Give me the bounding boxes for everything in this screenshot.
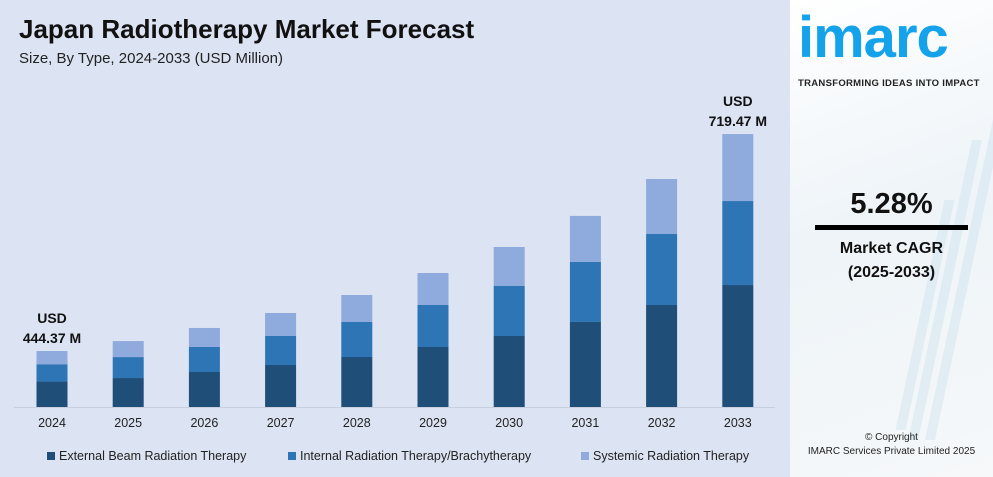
x-tick-label: 2033	[724, 416, 752, 430]
legend-item-external-beam: External Beam Radiation Therapy	[47, 449, 246, 463]
legend-swatch	[581, 452, 589, 460]
chart-subtitle: Size, By Type, 2024-2033 (USD Million)	[19, 50, 284, 67]
data-label-currency: USD	[723, 93, 753, 109]
bar-segment-2033-2	[722, 201, 754, 286]
bar-segment-2028-2	[341, 321, 373, 358]
x-tick-label: 2030	[495, 416, 523, 430]
legend-swatch	[47, 452, 55, 460]
bar-segment-2032-3	[646, 179, 678, 234]
bar-chart: 2024 2025 2026 2027 2028 2029 2030 2031 2032 2033…	[14, 93, 775, 430]
bar-segment-2032-1	[646, 304, 678, 407]
bar-segment-2031-2	[569, 261, 601, 322]
cagr-label: Market CAGR	[839, 240, 944, 257]
x-tick-label: 2029	[419, 416, 447, 430]
legend-label: External Beam Radiation Therapy	[59, 449, 247, 463]
bar-segment-2031-3	[569, 215, 601, 262]
bar-segment-2033-3	[722, 134, 754, 202]
bar-segment-2029-3	[417, 273, 449, 305]
x-tick-label: 2032	[648, 416, 676, 430]
background-decoration	[908, 140, 982, 440]
bar-segment-2027-3	[265, 312, 297, 336]
x-tick-label: 2027	[267, 416, 295, 430]
bar-segment-2024-2	[36, 364, 68, 382]
bar-segment-2030-3	[493, 246, 525, 286]
chart-panel: Japan Radiotherapy Market Forecast Size,…	[0, 0, 790, 477]
bar-segment-2026-1	[188, 371, 220, 407]
bar-segment-2028-1	[341, 357, 373, 407]
chart-title: Japan Radiotherapy Market Forecast	[19, 14, 475, 44]
copyright-owner: IMARC Services Private Limited 2025	[807, 446, 976, 457]
bar-segment-2033-1	[722, 285, 754, 407]
bar-segment-2028-3	[341, 295, 373, 322]
legend-swatch	[288, 452, 296, 460]
bar-segment-2032-2	[646, 233, 678, 305]
logo-tagline: TRANSFORMING IDEAS INTO IMPACT	[798, 78, 980, 89]
bar-segment-2024-1	[36, 381, 68, 407]
bar-segment-2029-1	[417, 346, 449, 407]
x-tick-label: 2026	[190, 416, 218, 430]
bar-segment-2027-1	[265, 364, 297, 407]
bar-segment-2025-2	[112, 357, 144, 379]
bar-segment-2026-3	[188, 327, 220, 347]
cagr-period: (2025-2033)	[847, 264, 936, 281]
bar-segment-2025-3	[112, 341, 144, 358]
x-tick-label: 2031	[571, 416, 599, 430]
x-tick-label: 2028	[343, 416, 371, 430]
data-label-value: 444.37 M	[23, 330, 81, 346]
x-tick-label: 2025	[114, 416, 142, 430]
data-label-currency: USD	[37, 310, 67, 326]
cagr-value: 5.28%	[850, 188, 933, 220]
bar-segment-2027-2	[265, 335, 297, 365]
copyright: © Copyright	[865, 432, 918, 443]
legend-label: Systemic Radiation Therapy	[593, 449, 750, 463]
bar-segment-2030-1	[493, 336, 525, 407]
side-panel: imarc TRANSFORMING IDEAS INTO IMPACT 5.2…	[790, 0, 993, 477]
legend-item-internal: Internal Radiation Therapy/Brachytherapy	[288, 449, 531, 463]
bar-segment-2031-1	[569, 321, 601, 407]
divider	[815, 225, 968, 230]
x-tick-label: 2024	[38, 416, 66, 430]
bar-segment-2025-1	[112, 378, 144, 407]
bar-segment-2026-2	[188, 346, 220, 372]
bar-segment-2029-2	[417, 304, 449, 347]
data-label-value: 719.47 M	[709, 113, 767, 129]
bar-segment-2030-2	[493, 285, 525, 337]
legend-item-systemic: Systemic Radiation Therapy	[581, 449, 749, 463]
imarc-logo: imarc	[798, 5, 949, 70]
legend-label: Internal Radiation Therapy/Brachytherapy	[300, 449, 532, 463]
bar-segment-2024-3	[36, 351, 68, 365]
